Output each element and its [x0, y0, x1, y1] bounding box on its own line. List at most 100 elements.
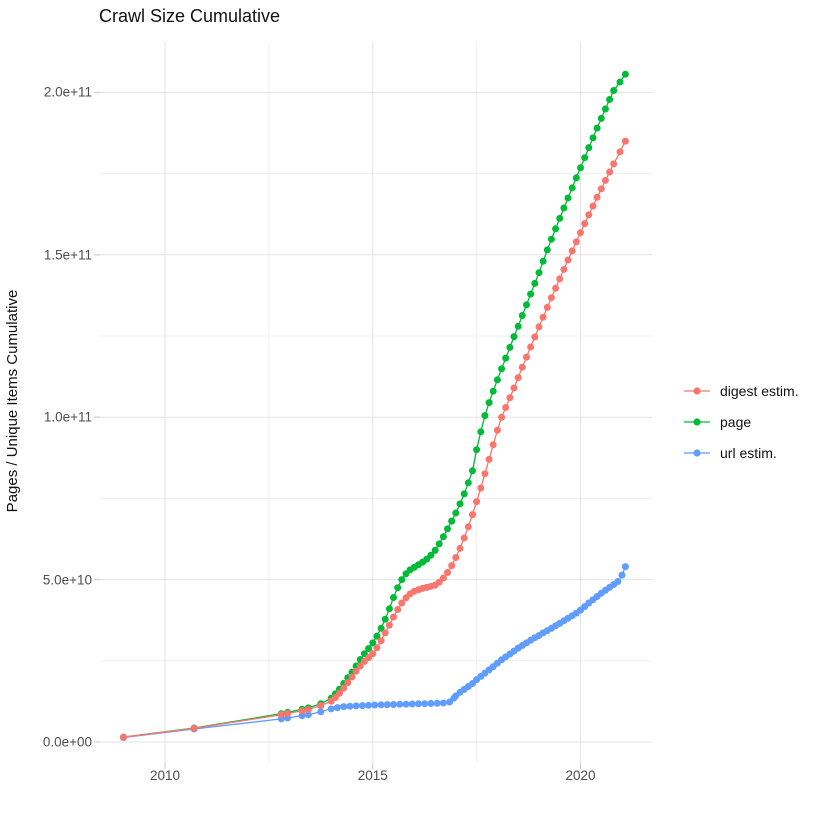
data-point — [614, 578, 622, 585]
data-point — [385, 621, 393, 629]
data-point — [365, 701, 373, 709]
data-point — [390, 701, 397, 708]
data-point — [610, 160, 618, 168]
data-point — [469, 467, 476, 475]
data-point — [433, 699, 441, 707]
data-point — [585, 144, 593, 152]
data-point — [502, 354, 510, 362]
data-point — [518, 312, 526, 319]
data-point — [365, 645, 373, 652]
data-point — [373, 644, 381, 652]
data-point — [510, 333, 518, 341]
data-point — [298, 712, 306, 720]
data-point — [510, 384, 518, 392]
data-point — [498, 365, 506, 373]
data-point — [581, 220, 589, 228]
data-point — [394, 584, 402, 592]
data-point — [452, 509, 460, 517]
legend-item: digest estim. — [684, 375, 799, 406]
data-point — [469, 511, 476, 519]
legend-item-label: page — [720, 413, 752, 430]
x-tick-label: 2015 — [357, 768, 388, 783]
data-point — [464, 479, 472, 487]
data-point — [340, 703, 348, 711]
data-point — [514, 374, 522, 382]
data-point — [317, 708, 325, 716]
data-point — [344, 679, 352, 687]
data-point — [473, 498, 481, 506]
data-point — [531, 279, 539, 287]
data-point — [381, 615, 389, 623]
y-tick-label: 1.5e+11 — [43, 247, 92, 263]
data-point — [452, 554, 460, 561]
data-point — [456, 544, 464, 552]
data-point — [577, 164, 584, 172]
data-point — [493, 376, 501, 384]
data-point — [593, 124, 601, 132]
legend: digest estim. page url estim. — [684, 375, 799, 468]
data-point — [371, 701, 379, 709]
data-point — [489, 387, 497, 395]
data-point — [601, 105, 609, 113]
data-point — [523, 353, 530, 361]
data-point — [348, 673, 356, 681]
data-point — [610, 87, 618, 94]
data-point — [304, 711, 312, 719]
data-point — [547, 235, 555, 243]
data-point — [421, 700, 429, 708]
data-point — [564, 194, 572, 202]
data-point — [444, 525, 451, 533]
data-point — [190, 724, 198, 732]
data-point — [535, 323, 543, 331]
legend-item: page — [684, 406, 799, 437]
data-point — [460, 534, 468, 542]
data-point — [581, 154, 589, 162]
y-tick-label: 1.0e+11 — [43, 409, 92, 425]
data-point — [572, 238, 580, 246]
data-point — [481, 412, 489, 420]
data-point — [518, 363, 526, 371]
data-point — [531, 333, 539, 341]
data-point — [377, 701, 385, 709]
data-point — [448, 517, 456, 525]
data-point — [552, 225, 560, 233]
data-point — [616, 148, 624, 156]
legend-key-icon — [684, 448, 710, 457]
data-point — [377, 637, 385, 645]
data-point — [381, 629, 389, 637]
data-point — [298, 707, 306, 715]
data-point — [460, 490, 468, 498]
x-tick-label: 2010 — [149, 768, 181, 783]
data-point — [606, 96, 614, 103]
data-point — [621, 137, 629, 145]
data-point — [606, 168, 614, 176]
y-axis-title: Pages / Unique Items Cumulative — [4, 289, 21, 513]
data-point — [352, 702, 360, 710]
data-point — [577, 229, 584, 237]
data-point — [340, 684, 348, 692]
data-point — [352, 667, 360, 675]
data-point — [396, 700, 404, 708]
data-point — [597, 185, 605, 193]
data-point — [535, 269, 543, 277]
data-point — [506, 394, 514, 402]
data-point — [336, 689, 343, 697]
data-point — [593, 193, 601, 201]
legend-key-icon — [684, 386, 710, 395]
y-tick-label: 2.0e+11 — [43, 84, 92, 100]
data-point — [284, 709, 292, 717]
data-point — [356, 662, 364, 670]
data-point — [435, 540, 443, 548]
data-point — [394, 606, 402, 613]
data-point — [543, 246, 551, 254]
data-point — [498, 413, 506, 421]
data-point — [568, 184, 576, 192]
data-point — [489, 441, 497, 449]
data-point — [556, 214, 564, 222]
data-point — [514, 322, 522, 330]
data-point — [439, 574, 447, 582]
data-point — [493, 426, 501, 434]
data-point — [304, 706, 312, 713]
y-tick-label: 0.0e+00 — [42, 734, 92, 750]
